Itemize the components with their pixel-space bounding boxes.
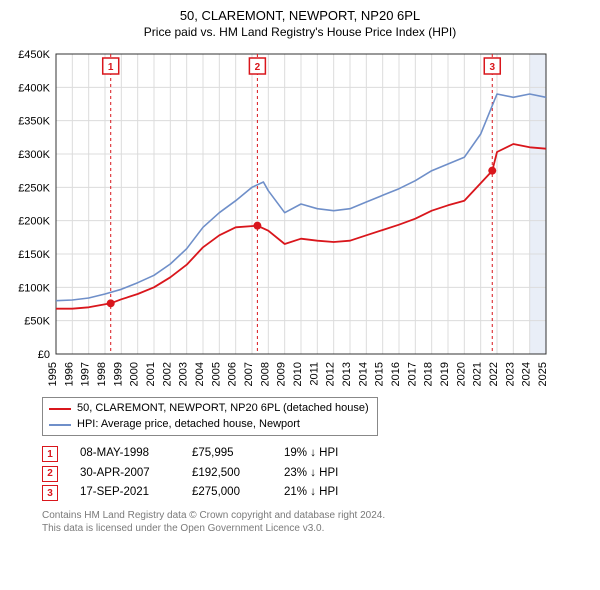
svg-text:£150K: £150K: [18, 249, 50, 261]
svg-text:1: 1: [108, 62, 114, 73]
svg-text:2019: 2019: [439, 362, 451, 386]
svg-text:2010: 2010: [292, 362, 304, 386]
transaction-date: 30-APR-2007: [80, 464, 170, 484]
svg-text:£300K: £300K: [18, 149, 50, 161]
svg-text:2011: 2011: [308, 362, 320, 386]
chart-title: 50, CLAREMONT, NEWPORT, NP20 6PL: [10, 8, 590, 25]
svg-text:2025: 2025: [537, 362, 549, 386]
svg-text:2013: 2013: [341, 362, 353, 386]
svg-text:2006: 2006: [227, 362, 239, 386]
svg-text:£450K: £450K: [18, 49, 50, 61]
svg-text:2004: 2004: [194, 362, 206, 386]
legend-swatch-hpi: [49, 424, 71, 426]
svg-text:£400K: £400K: [18, 83, 50, 95]
transaction-diff: 19% ↓ HPI: [284, 444, 338, 464]
svg-text:£200K: £200K: [18, 216, 50, 228]
svg-text:2020: 2020: [455, 362, 467, 386]
transaction-marker: 2: [42, 466, 58, 482]
svg-text:2014: 2014: [357, 362, 369, 386]
svg-text:2008: 2008: [259, 362, 271, 386]
attribution-footer: Contains HM Land Registry data © Crown c…: [42, 509, 590, 535]
svg-text:2023: 2023: [504, 362, 516, 386]
svg-text:2002: 2002: [161, 362, 173, 386]
svg-text:2009: 2009: [276, 362, 288, 386]
line-chart: £0 £50K £100K £150K £200K £250K £300K £350K £400…: [10, 46, 550, 386]
svg-text:1996: 1996: [63, 362, 75, 386]
chart-area: £0 £50K £100K £150K £200K £250K £300K £350K £400…: [10, 46, 590, 391]
svg-text:1998: 1998: [96, 362, 108, 386]
transaction-diff: 21% ↓ HPI: [284, 483, 338, 503]
transaction-price: £192,500: [192, 464, 262, 484]
transaction-row: 3 17-SEP-2021 £275,000 21% ↓ HPI: [42, 483, 590, 503]
footer-line: This data is licensed under the Open Gov…: [42, 522, 590, 535]
transaction-date: 17-SEP-2021: [80, 483, 170, 503]
svg-text:2: 2: [255, 62, 261, 73]
svg-text:£100K: £100K: [18, 283, 50, 295]
svg-text:3: 3: [489, 62, 495, 73]
svg-text:£350K: £350K: [18, 116, 50, 128]
transaction-marker: 1: [42, 446, 58, 462]
legend: 50, CLAREMONT, NEWPORT, NP20 6PL (detach…: [42, 397, 378, 436]
svg-text:2022: 2022: [488, 362, 500, 386]
svg-text:1997: 1997: [80, 362, 92, 386]
legend-swatch-price-paid: [49, 408, 71, 410]
svg-text:£0: £0: [38, 349, 50, 361]
transaction-diff: 23% ↓ HPI: [284, 464, 338, 484]
footer-line: Contains HM Land Registry data © Crown c…: [42, 509, 590, 522]
legend-row: 50, CLAREMONT, NEWPORT, NP20 6PL (detach…: [49, 401, 369, 416]
svg-text:2021: 2021: [472, 362, 484, 386]
legend-label-hpi: HPI: Average price, detached house, Newp…: [77, 417, 300, 432]
chart-subtitle: Price paid vs. HM Land Registry's House …: [10, 25, 590, 41]
svg-text:£50K: £50K: [24, 316, 50, 328]
svg-text:2024: 2024: [521, 362, 533, 386]
transaction-date: 08-MAY-1998: [80, 444, 170, 464]
transaction-row: 1 08-MAY-1998 £75,995 19% ↓ HPI: [42, 444, 590, 464]
svg-text:1999: 1999: [112, 362, 124, 386]
transaction-price: £75,995: [192, 444, 262, 464]
svg-text:2001: 2001: [145, 362, 157, 386]
legend-row: HPI: Average price, detached house, Newp…: [49, 417, 369, 432]
svg-text:2005: 2005: [210, 362, 222, 386]
transaction-price: £275,000: [192, 483, 262, 503]
svg-text:2003: 2003: [178, 362, 190, 386]
svg-text:2016: 2016: [390, 362, 402, 386]
svg-text:2007: 2007: [243, 362, 255, 386]
transactions-table: 1 08-MAY-1998 £75,995 19% ↓ HPI 2 30-APR-2007…: [42, 444, 590, 503]
legend-label-price-paid: 50, CLAREMONT, NEWPORT, NP20 6PL (detach…: [77, 401, 369, 416]
svg-text:2018: 2018: [423, 362, 435, 386]
transaction-marker: 3: [42, 485, 58, 501]
svg-text:£250K: £250K: [18, 183, 50, 195]
svg-text:2017: 2017: [406, 362, 418, 386]
svg-text:1995: 1995: [47, 362, 59, 386]
svg-text:2012: 2012: [325, 362, 337, 386]
transaction-row: 2 30-APR-2007 £192,500 23% ↓ HPI: [42, 464, 590, 484]
svg-text:2000: 2000: [129, 362, 141, 386]
svg-text:2015: 2015: [374, 362, 386, 386]
